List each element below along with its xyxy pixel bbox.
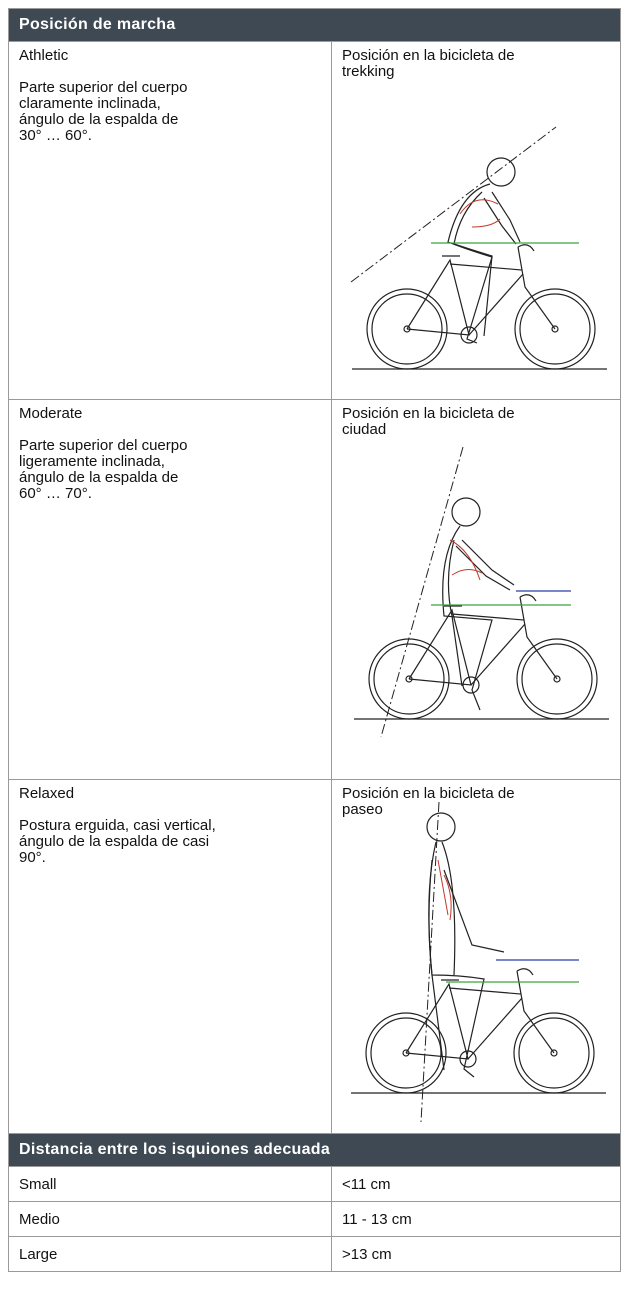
section-header: Distancia entre los isquiones adecuada	[7, 1133, 622, 1167]
illustration-cell: Posición en la bicicleta de trekking	[330, 41, 622, 400]
illustration	[353, 446, 610, 738]
position-cell: Moderate Parte superior del cuerpo liger…	[8, 399, 332, 780]
description-line: Parte superior del cuerpo	[19, 437, 188, 454]
description-line: 60° … 70°.	[19, 485, 92, 502]
position-name: Athletic	[19, 47, 69, 64]
position-cell: Athletic Parte superior del cuerpo clara…	[8, 41, 332, 400]
description-line: 30° … 60°.	[19, 127, 92, 144]
description-line: ángulo de la espalda de	[19, 111, 179, 128]
description-line: ligeramente inclinada,	[19, 453, 165, 470]
description-line: ángulo de la espalda de casi	[19, 833, 210, 850]
illustration-cell: Posición en la bicicleta de paseo	[330, 779, 622, 1134]
size-value: <11 cm	[330, 1166, 622, 1202]
size-label: Medio	[8, 1201, 332, 1237]
illustration	[350, 126, 608, 370]
description-line: Parte superior del cuerpo	[19, 79, 188, 96]
section-header: Posición de marcha	[7, 8, 622, 42]
description-line: Postura erguida, casi vertical,	[19, 817, 216, 834]
position-cell: Relaxed Postura erguida, casi vertical, …	[8, 779, 332, 1134]
size-label: Large	[8, 1236, 332, 1272]
caption-line: ciudad	[342, 421, 387, 438]
description-line: claramente inclinada,	[19, 95, 161, 112]
illustration	[350, 801, 607, 1123]
description-line: ángulo de la espalda de	[19, 469, 179, 486]
description-line: 90°.	[19, 849, 46, 866]
position-name: Moderate	[19, 405, 83, 422]
caption-line: Posición en la bicicleta de	[342, 405, 515, 422]
size-value: 11 - 13 cm	[330, 1201, 622, 1237]
caption-line: paseo	[342, 801, 383, 818]
caption-line: Posición en la bicicleta de	[342, 47, 515, 64]
caption-line: trekking	[342, 63, 395, 80]
position-name: Relaxed	[19, 785, 75, 802]
size-value: >13 cm	[330, 1236, 622, 1272]
caption-line: Posición en la bicicleta de	[342, 785, 515, 802]
document-table: Posición de marcha Athletic Parte superi…	[7, 8, 622, 1272]
illustration-cell: Posición en la bicicleta de ciudad	[330, 399, 622, 780]
size-label: Small	[8, 1166, 332, 1202]
